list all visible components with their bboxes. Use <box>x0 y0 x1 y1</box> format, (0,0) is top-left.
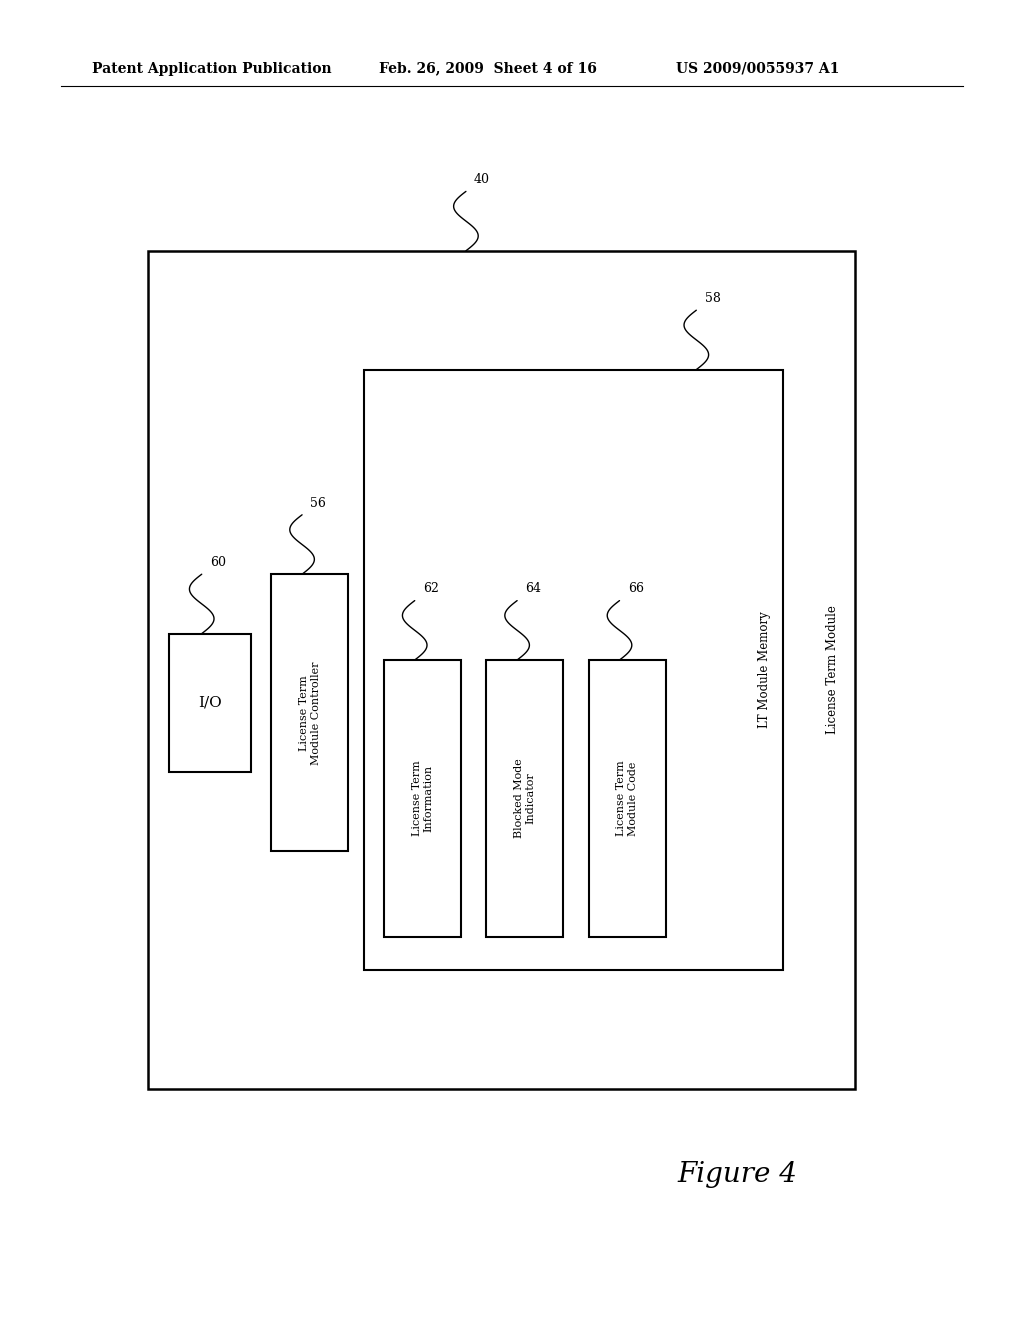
Text: Feb. 26, 2009  Sheet 4 of 16: Feb. 26, 2009 Sheet 4 of 16 <box>379 62 597 75</box>
Text: License Term Module: License Term Module <box>826 606 839 734</box>
Text: 60: 60 <box>210 556 226 569</box>
Text: 40: 40 <box>474 173 490 186</box>
Text: US 2009/0055937 A1: US 2009/0055937 A1 <box>676 62 840 75</box>
Bar <box>148 251 855 1089</box>
Bar <box>486 660 563 937</box>
Text: License Term
Module Controller: License Term Module Controller <box>299 661 321 764</box>
Text: License Term
Information: License Term Information <box>412 760 433 837</box>
Text: 62: 62 <box>423 582 439 595</box>
Bar <box>169 634 251 772</box>
Text: 64: 64 <box>525 582 542 595</box>
Text: License Term
Module Code: License Term Module Code <box>616 760 638 837</box>
Text: 56: 56 <box>310 496 327 510</box>
Text: 58: 58 <box>705 292 721 305</box>
Text: I/O: I/O <box>198 696 222 710</box>
Text: LT Module Memory: LT Module Memory <box>759 611 771 729</box>
Bar <box>271 574 348 851</box>
Text: Patent Application Publication: Patent Application Publication <box>92 62 332 75</box>
Text: Blocked Mode
Indicator: Blocked Mode Indicator <box>514 759 536 838</box>
Bar <box>589 660 666 937</box>
Bar <box>364 370 783 970</box>
Bar <box>384 660 461 937</box>
Text: 66: 66 <box>628 582 644 595</box>
Text: Figure 4: Figure 4 <box>677 1162 798 1188</box>
